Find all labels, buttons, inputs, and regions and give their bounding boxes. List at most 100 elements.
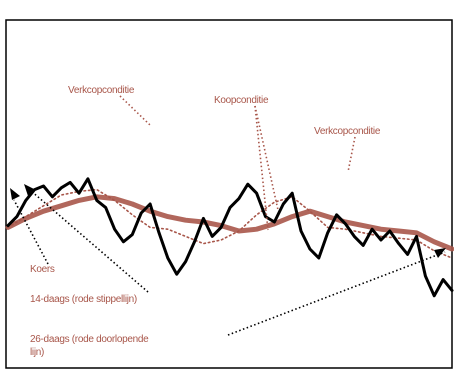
arrowhead-14-daags xyxy=(24,184,36,196)
point-koers-24 xyxy=(221,227,222,228)
point-koers-25 xyxy=(229,207,230,208)
point-koers-31 xyxy=(283,203,284,204)
point-koers-12 xyxy=(114,229,115,230)
point-26-daags-4 xyxy=(78,200,79,201)
chart-frame xyxy=(5,19,453,369)
point-koers-20 xyxy=(185,261,186,262)
point-14-daags-7 xyxy=(132,214,133,215)
point-26-daags-3 xyxy=(61,205,62,206)
series-line-26-daags xyxy=(5,194,454,252)
point-koers-23 xyxy=(212,236,213,237)
point-koers-38 xyxy=(345,223,346,224)
pointer-layer xyxy=(10,95,446,336)
point-koers-34 xyxy=(309,248,310,249)
point-14-daags-19 xyxy=(345,229,346,230)
point-koers-0 xyxy=(7,225,8,226)
point-14-daags-25 xyxy=(451,257,452,258)
point-koers-45 xyxy=(407,254,408,255)
label-14-daags: 14-daags (rode stippellijn) xyxy=(30,294,137,305)
point-koers-11 xyxy=(105,207,106,208)
point-26-daags-6 xyxy=(114,198,115,199)
point-koers-1 xyxy=(16,216,17,217)
point-koers-44 xyxy=(398,243,399,244)
point-koers-42 xyxy=(380,239,381,240)
point-26-daags-1 xyxy=(25,218,26,219)
point-14-daags-13 xyxy=(238,230,239,231)
annotation-sell-1: Verkcopconditie xyxy=(68,85,135,96)
point-koers-29 xyxy=(265,216,266,217)
point-26-daags-2 xyxy=(43,211,44,212)
point-koers-16 xyxy=(150,203,151,204)
point-14-daags-11 xyxy=(203,243,204,244)
point-26-daags-22 xyxy=(398,230,399,231)
point-koers-6 xyxy=(61,187,62,188)
annotation-buy: Koopconditie xyxy=(214,95,269,106)
point-26-daags-7 xyxy=(132,203,133,204)
point-14-daags-12 xyxy=(221,239,222,240)
point-26-daags-9 xyxy=(167,216,168,217)
point-26-daags-24 xyxy=(434,241,435,242)
arrowhead-koers xyxy=(10,188,20,200)
point-14-daags-22 xyxy=(398,238,399,239)
point-26-daags-20 xyxy=(363,225,364,226)
point-26-daags-14 xyxy=(256,229,257,230)
pointer-26-daags xyxy=(227,251,446,336)
point-14-daags-9 xyxy=(167,229,168,230)
point-14-daags-3 xyxy=(61,194,62,195)
point-koers-48 xyxy=(434,295,435,296)
point-14-daags-17 xyxy=(309,211,310,212)
point-koers-2 xyxy=(25,200,26,201)
point-koers-36 xyxy=(327,232,328,233)
point-koers-33 xyxy=(300,230,301,231)
pointer-sell-1 xyxy=(119,95,151,126)
point-koers-13 xyxy=(123,241,124,242)
point-koers-49 xyxy=(443,279,444,280)
annotation-sell-2: Verkcopconditie xyxy=(314,126,381,137)
point-koers-37 xyxy=(336,214,337,215)
point-koers-9 xyxy=(87,178,88,179)
point-koers-40 xyxy=(363,245,364,246)
point-koers-50 xyxy=(451,290,452,291)
point-koers-14 xyxy=(132,234,133,235)
point-koers-47 xyxy=(425,275,426,276)
series-line-koers xyxy=(6,177,454,298)
point-14-daags-8 xyxy=(150,227,151,228)
point-14-daags-1 xyxy=(25,216,26,217)
point-koers-17 xyxy=(158,232,159,233)
pointer-koers xyxy=(13,199,49,265)
point-14-daags-2 xyxy=(43,205,44,206)
point-koers-35 xyxy=(318,257,319,258)
point-koers-22 xyxy=(203,218,204,219)
point-26-daags-25 xyxy=(451,248,452,249)
point-koers-4 xyxy=(43,185,44,186)
point-koers-43 xyxy=(389,230,390,231)
point-koers-46 xyxy=(416,236,417,237)
point-koers-5 xyxy=(52,196,53,197)
pointer-buy-2 xyxy=(254,105,269,231)
point-koers-15 xyxy=(141,212,142,213)
point-koers-18 xyxy=(167,257,168,258)
point-26-daags-23 xyxy=(416,232,417,233)
label-26-daags-line2: lijn) xyxy=(30,347,44,358)
arrowhead-26-daags xyxy=(434,248,446,258)
point-14-daags-21 xyxy=(380,236,381,237)
point-14-daags-18 xyxy=(327,227,328,228)
point-koers-28 xyxy=(256,193,257,194)
point-koers-21 xyxy=(194,241,195,242)
pointer-buy xyxy=(254,105,279,211)
label-koers: Koers xyxy=(30,264,55,275)
point-koers-39 xyxy=(354,236,355,237)
point-koers-30 xyxy=(274,221,275,222)
point-14-daags-14 xyxy=(256,214,257,215)
point-14-daags-6 xyxy=(114,200,115,201)
point-14-daags-15 xyxy=(274,202,275,203)
label-layer: Verkcopconditie Koopconditie Verkcopcond… xyxy=(30,85,381,358)
label-26-daags-line1: 26-daags (rode doorlopende xyxy=(30,334,149,345)
point-14-daags-5 xyxy=(96,189,97,190)
point-koers-8 xyxy=(78,193,79,194)
point-koers-32 xyxy=(292,193,293,194)
point-koers-10 xyxy=(96,200,97,201)
point-26-daags-8 xyxy=(150,211,151,212)
